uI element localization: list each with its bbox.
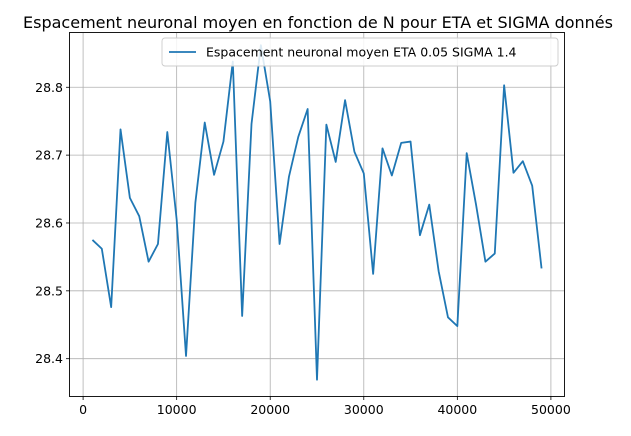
y-tick-label: 28.7 (35, 148, 63, 163)
legend-box (161, 37, 559, 67)
grid (70, 33, 564, 396)
x-tick-label: 0 (79, 402, 87, 417)
y-tick-label: 28.6 (35, 215, 63, 230)
legend-label: Espacement neuronal moyen ETA 0.05 SIGMA… (206, 45, 517, 60)
series-layer (91, 44, 543, 381)
x-axis: 0 10000 20000 30000 40000 50000 (79, 396, 571, 417)
x-tick-label: 50000 (531, 402, 571, 417)
y-tick-label: 28.4 (35, 351, 63, 366)
x-tick-label: 10000 (157, 402, 197, 417)
y-tick-label: 28.8 (35, 80, 63, 95)
chart-title: Espacement neuronal moyen en fonction de… (23, 13, 613, 32)
x-tick-label: 40000 (437, 402, 477, 417)
series-line (91, 44, 543, 381)
legend: Espacement neuronal moyen ETA 0.05 SIGMA… (161, 37, 559, 67)
y-axis: 28.4 28.5 28.6 28.7 28.8 (35, 80, 70, 366)
y-tick-label: 28.5 (35, 283, 63, 298)
x-tick-label: 30000 (344, 402, 384, 417)
x-tick-label: 20000 (250, 402, 290, 417)
plot-frame (69, 32, 565, 397)
